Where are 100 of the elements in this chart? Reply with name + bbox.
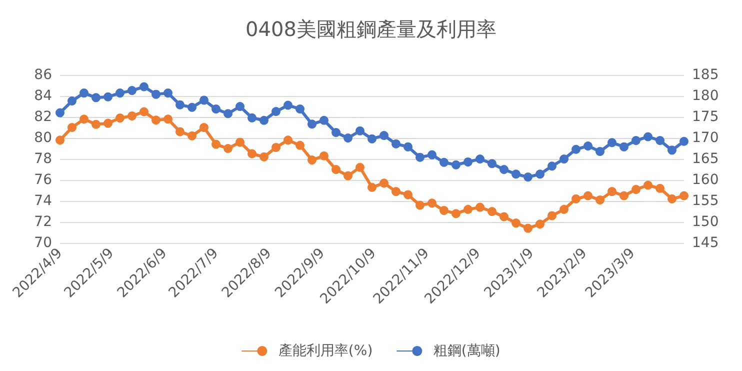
- point: [548, 162, 556, 171]
- point: [176, 100, 184, 110]
- point: [188, 131, 196, 140]
- point: [128, 86, 136, 96]
- point: [668, 146, 676, 155]
- y-tick-label: 78: [34, 151, 52, 167]
- point: [608, 187, 616, 196]
- y2-tick-label: 180: [692, 88, 719, 104]
- point: [380, 130, 388, 140]
- point: [512, 218, 520, 228]
- point: [284, 136, 292, 145]
- point: [476, 202, 484, 212]
- point: [248, 113, 256, 122]
- y-tick-label: 72: [34, 214, 52, 230]
- point: [452, 160, 460, 170]
- y-tick-label: 74: [34, 193, 52, 209]
- point: [620, 191, 628, 200]
- point: [512, 170, 520, 179]
- point: [680, 191, 688, 200]
- point: [392, 139, 400, 148]
- y-tick-label: 70: [34, 235, 52, 251]
- point: [560, 204, 568, 214]
- point: [464, 157, 472, 166]
- point: [344, 134, 352, 142]
- point: [536, 170, 544, 179]
- point: [668, 194, 676, 204]
- y2-tick-label: 165: [692, 151, 719, 167]
- point: [164, 88, 172, 98]
- point: [416, 152, 424, 162]
- y2-tick-label: 150: [692, 214, 719, 230]
- point: [356, 126, 364, 136]
- y2-tick-label: 185: [692, 67, 719, 83]
- point: [536, 220, 544, 229]
- point: [380, 178, 388, 188]
- point: [236, 102, 244, 111]
- point: [236, 138, 244, 147]
- point: [464, 204, 472, 214]
- point: [656, 184, 664, 193]
- point: [476, 154, 484, 164]
- point: [224, 109, 232, 118]
- point: [200, 123, 208, 132]
- point: [248, 149, 256, 158]
- point: [56, 108, 64, 118]
- point: [596, 195, 604, 204]
- y2-tick-label: 145: [692, 235, 719, 251]
- point: [104, 118, 112, 128]
- point: [320, 151, 328, 160]
- point: [416, 200, 424, 210]
- point: [92, 93, 100, 102]
- point: [392, 187, 400, 196]
- point: [224, 144, 232, 153]
- point: [296, 140, 304, 150]
- point: [272, 107, 280, 116]
- point: [524, 224, 532, 233]
- legend-label: 產能利用率(%): [278, 343, 373, 359]
- point: [128, 111, 136, 120]
- point: [164, 114, 172, 124]
- point: [80, 114, 88, 124]
- point: [632, 136, 640, 146]
- point: [104, 92, 112, 102]
- chart-title: 0408美國粗鋼產量及利用率: [246, 17, 496, 41]
- point: [488, 159, 496, 168]
- point: [212, 104, 220, 114]
- point: [344, 171, 352, 180]
- point: [620, 142, 628, 152]
- point: [644, 132, 652, 142]
- point: [440, 158, 448, 167]
- point: [500, 165, 508, 174]
- point: [332, 165, 340, 174]
- point: [500, 212, 508, 222]
- point: [140, 82, 148, 92]
- legend-label: 粗鋼(萬噸): [433, 343, 500, 359]
- point: [152, 116, 160, 125]
- point: [368, 182, 376, 192]
- point: [200, 96, 208, 105]
- point: [176, 127, 184, 136]
- point: [296, 104, 304, 114]
- point: [404, 190, 412, 200]
- point: [152, 90, 160, 99]
- point: [56, 136, 64, 145]
- point: [656, 136, 664, 146]
- point: [560, 154, 568, 164]
- point: [68, 123, 76, 132]
- point: [524, 172, 532, 182]
- point: [608, 138, 616, 148]
- point: [584, 191, 592, 200]
- point: [452, 209, 460, 218]
- point: [584, 141, 592, 150]
- point: [680, 136, 688, 146]
- point: [308, 120, 316, 129]
- point: [212, 140, 220, 149]
- point: [260, 152, 268, 162]
- point: [632, 184, 640, 194]
- point: [188, 102, 196, 112]
- y2-tick-label: 170: [692, 130, 719, 146]
- y2-tick-label: 175: [692, 109, 719, 125]
- point: [548, 211, 556, 220]
- y-tick-label: 76: [34, 172, 52, 188]
- y-tick-label: 84: [34, 88, 52, 104]
- y-tick-label: 80: [34, 130, 52, 146]
